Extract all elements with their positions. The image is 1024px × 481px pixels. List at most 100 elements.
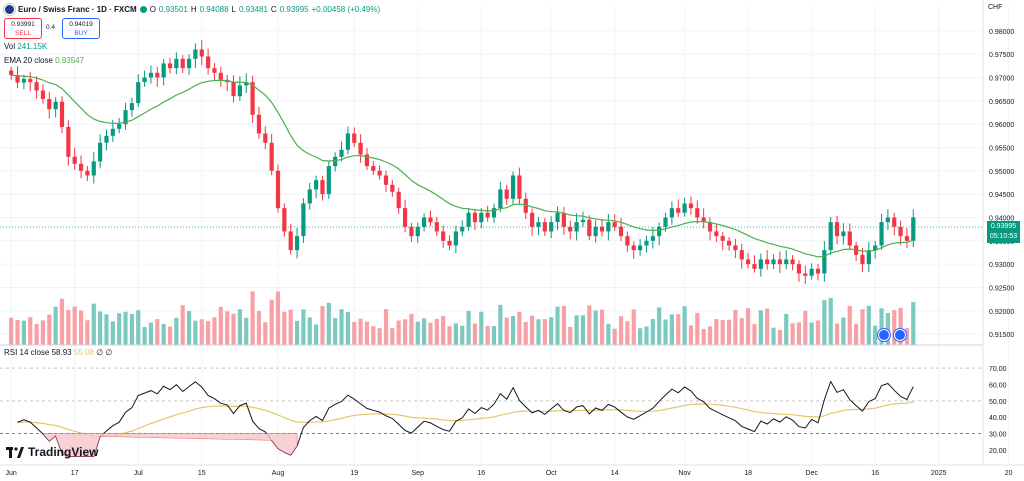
candle-body [892, 217, 897, 227]
volume-bar [339, 309, 344, 345]
candle-body [530, 212, 535, 227]
symbol-legend[interactable]: Euro / Swiss Franc · 1D · FXCM O 0.93501 … [4, 4, 380, 15]
candle-body [479, 212, 484, 223]
event-marker-icon[interactable] [878, 329, 890, 341]
volume-bar [225, 311, 230, 345]
volume-bar [301, 309, 306, 345]
volume-bar [580, 315, 586, 345]
ema-label: EMA 20 close [4, 56, 53, 65]
candle-body [85, 170, 90, 176]
candle-body [739, 250, 744, 260]
candle-body [91, 161, 96, 176]
price-axis-ticks[interactable]: 0.98000 0.97500 0.97000 0.96500 0.96000 0.955… [989, 29, 1014, 339]
volume-bar [809, 322, 814, 345]
time-axis-ticks[interactable]: Jun 17 Jul 15 Aug 19 Sep 16 Oct 14 Nov 18 Dec 16 2025 2… [6, 470, 1013, 477]
candle-body [364, 154, 370, 167]
time-tick-label: Jun [6, 470, 17, 477]
candle-body [504, 189, 509, 199]
rsi-legend[interactable]: RSI 14 close 58.93 55.08 ∅ ∅ [4, 348, 112, 357]
buy-button[interactable]: 0.94019 BUY [62, 18, 100, 39]
last-price-value: 0.93995 [990, 223, 1017, 230]
volume-bar [669, 314, 674, 345]
volume-bar [752, 324, 757, 345]
candle-body [873, 245, 878, 251]
price-tick-label: 0.94500 [989, 192, 1014, 199]
volume-bar [428, 322, 433, 345]
volume-bar [644, 326, 649, 345]
candle-body [847, 231, 852, 246]
candle-body [66, 126, 71, 157]
volume-bar [117, 313, 122, 345]
volume-bar [892, 310, 897, 345]
candle-body [593, 226, 598, 237]
volume-bar [199, 319, 204, 345]
volume-bar [549, 317, 554, 345]
candle-body [34, 82, 39, 91]
candle-body [161, 63, 166, 78]
time-tick-label: 16 [871, 470, 879, 477]
event-marker-icon[interactable] [894, 329, 906, 341]
candle-body [402, 208, 408, 227]
candle-body [28, 78, 33, 83]
tradingview-logo[interactable]: TradingView [6, 445, 98, 459]
high-value: 0.94088 [199, 5, 229, 14]
candle-body [339, 149, 344, 157]
volume-bar [72, 306, 77, 345]
spread-value: 0.4 [46, 24, 56, 31]
volume-bar [91, 303, 96, 345]
currency-label[interactable]: CHF [988, 4, 1003, 11]
candle-body [663, 217, 668, 227]
price-tick-label: 0.93000 [989, 262, 1014, 269]
volume-bar [746, 308, 751, 345]
sell-button[interactable]: 0.93991 SELL [4, 18, 42, 39]
volume-bar [733, 309, 738, 345]
last-price-tag: 0.93995 05:10:53 [987, 221, 1020, 243]
volume-bar [263, 322, 268, 345]
candle-body [904, 236, 910, 241]
volume-bar [148, 322, 154, 345]
candlestick-series [9, 40, 916, 284]
volume-bar [472, 323, 478, 345]
candle-body [618, 226, 624, 237]
candle-body [828, 222, 833, 251]
candle-body [841, 231, 846, 237]
volume-bar [485, 325, 490, 345]
candle-body [237, 85, 242, 97]
candle-body [256, 114, 262, 134]
price-tick-label: 0.98000 [989, 29, 1014, 36]
candle-body [98, 142, 103, 162]
candle-body [186, 58, 192, 69]
candle-body [549, 222, 554, 232]
volume-legend[interactable]: Vol 241.15K [4, 42, 47, 51]
volume-bar [364, 321, 370, 345]
rsi-extra: ∅ ∅ [96, 348, 113, 357]
candle-body [644, 240, 649, 246]
volume-bar [568, 326, 573, 345]
candle-body [333, 156, 338, 167]
volume-bar [320, 306, 325, 345]
time-tick-label: 14 [611, 470, 619, 477]
candle-body [752, 264, 757, 269]
volume-bar [593, 310, 598, 345]
candle-body [771, 259, 776, 265]
volume-bar [822, 300, 827, 345]
sell-label: SELL [15, 30, 31, 37]
time-tick-label: Nov [678, 470, 691, 477]
candle-body [453, 231, 458, 246]
volume-bar [371, 326, 376, 345]
volume-bar [422, 318, 427, 345]
symbol-title[interactable]: Euro / Swiss Franc · 1D · FXCM [18, 5, 137, 14]
candle-body [580, 219, 586, 223]
volume-bar [707, 326, 713, 345]
candle-body [822, 250, 827, 274]
candle-body [612, 222, 617, 227]
open-value: 0.93501 [158, 5, 188, 14]
volume-bar [34, 323, 39, 345]
volume-bar [104, 314, 109, 345]
ema-legend[interactable]: EMA 20 close 0.93547 [4, 56, 84, 65]
candle-body [371, 166, 376, 171]
volume-bar [657, 307, 662, 345]
rsi-value: 58.93 [51, 348, 72, 357]
candle-body [758, 259, 763, 269]
